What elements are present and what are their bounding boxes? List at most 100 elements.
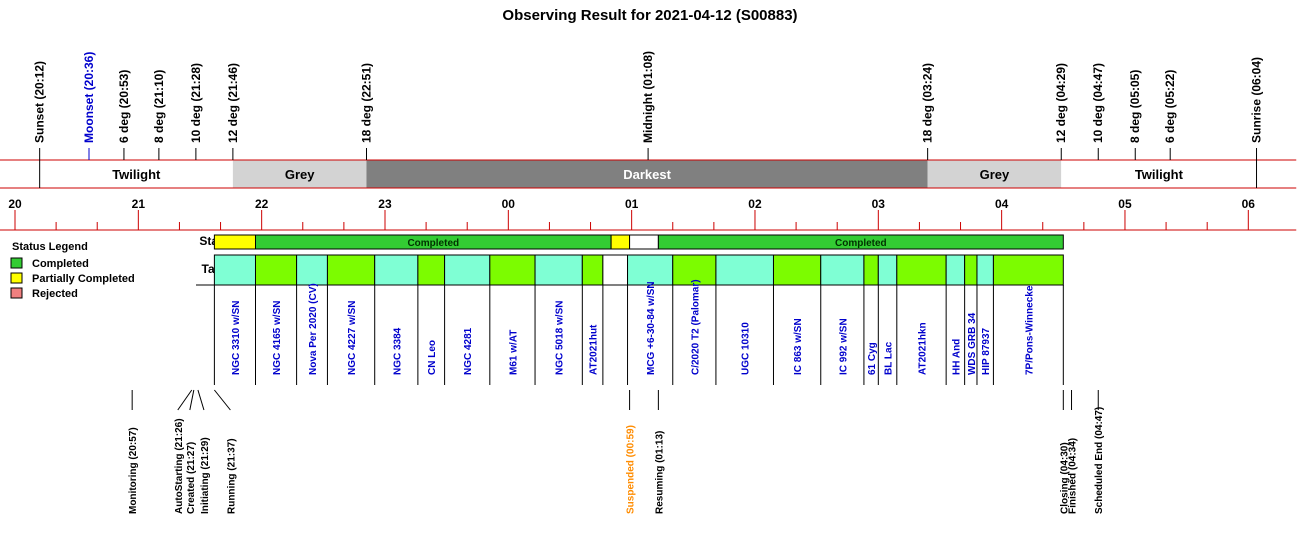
hour-label-00: 00 bbox=[502, 197, 516, 211]
sky-event-label-6-deg-20-53: 6 deg (20:53) bbox=[117, 70, 131, 143]
status-legend: Status Legend Completed Partially Comple… bbox=[10, 241, 135, 300]
op-event-label-closing-04-30: Closing (04:30) bbox=[1059, 442, 1070, 514]
sky-event-label-10-deg-21-28: 10 deg (21:28) bbox=[189, 63, 203, 143]
op-event-label-finished-04-34: Finished (04:34) bbox=[1068, 438, 1079, 514]
hour-label-03: 03 bbox=[872, 197, 886, 211]
hour-label-20: 20 bbox=[8, 197, 22, 211]
target-block-1 bbox=[254, 254, 298, 286]
target-block-16 bbox=[863, 254, 879, 286]
sky-event-label-8-deg-05-05: 8 deg (05:05) bbox=[1128, 70, 1142, 143]
target-block-5 bbox=[417, 254, 446, 286]
status-segment-label-4: Completed bbox=[835, 238, 887, 249]
target-block-14 bbox=[772, 254, 822, 286]
time-axis: 20 21 22 23 00 01 02 03 04 05 06 bbox=[0, 197, 1297, 231]
target-label-ngc-4165-w-sn: NGC 4165 w/SN bbox=[272, 301, 283, 375]
status-row: Completed Completed bbox=[213, 234, 1064, 250]
target-block-12 bbox=[672, 254, 717, 286]
sky-band-0 bbox=[39, 160, 233, 188]
hour-label-05: 05 bbox=[1118, 197, 1132, 211]
target-block-15 bbox=[820, 254, 865, 286]
sky-event-label-10-deg-04-47: 10 deg (04:47) bbox=[1091, 63, 1105, 143]
target-block-13 bbox=[715, 254, 774, 286]
sky-event-label-sunrise-06-04: Sunrise (06:04) bbox=[1250, 57, 1264, 143]
target-block-6 bbox=[444, 254, 491, 286]
target-label-at2021hkn: AT2021hkn bbox=[917, 322, 928, 375]
op-event-label-resuming-01-13: Resuming (01:13) bbox=[654, 431, 665, 514]
target-label-ngc-5018-w-sn: NGC 5018 w/SN bbox=[555, 301, 566, 375]
sky-event-label-midnight-01-08: Midnight (01:08) bbox=[641, 51, 655, 143]
hour-label-22: 22 bbox=[255, 197, 269, 211]
target-label-c-2020-t2-palomar: C/2020 T2 (Palomar) bbox=[690, 279, 701, 375]
sky-band-label-2: Darkest bbox=[623, 167, 671, 182]
legend-swatch-partially-completed bbox=[10, 272, 23, 284]
sky-band-2 bbox=[366, 160, 928, 188]
sky-bands: Twilight Grey Darkest Grey Twilight bbox=[0, 159, 1297, 189]
target-label-ngc-4281: NGC 4281 bbox=[463, 327, 474, 375]
target-block-19 bbox=[945, 254, 966, 286]
hour-label-01: 01 bbox=[625, 197, 639, 211]
sky-band-3 bbox=[927, 160, 1062, 188]
legend-swatch-completed bbox=[10, 257, 23, 269]
op-event-tick bbox=[197, 389, 205, 411]
target-block-4 bbox=[374, 254, 419, 286]
legend-swatch-rejected bbox=[10, 287, 23, 299]
hour-label-04: 04 bbox=[995, 197, 1009, 211]
target-label-ic-863-w-sn: IC 863 w/SN bbox=[793, 318, 804, 375]
op-event-tick bbox=[213, 389, 231, 411]
target-block-2 bbox=[296, 254, 328, 286]
targets-row: NGC 3310 w/SN NGC 4165 w/SN Nova Per 2020 … bbox=[213, 254, 1064, 385]
legend-title: Status Legend bbox=[12, 241, 88, 253]
target-block-9 bbox=[581, 254, 604, 286]
target-block-22 bbox=[992, 254, 1064, 286]
sky-event-label-12-deg-21-46: 12 deg (21:46) bbox=[226, 63, 240, 143]
op-event-label-initiating-21-29: Initiating (21:29) bbox=[200, 437, 211, 514]
target-block-7 bbox=[489, 254, 536, 286]
chart-title: Observing Result for 2021-04-12 (S00883) bbox=[502, 7, 797, 24]
target-block-11 bbox=[627, 254, 674, 286]
hour-label-06: 06 bbox=[1242, 197, 1256, 211]
target-block-3 bbox=[326, 254, 376, 286]
target-label-nova-per-2020-cv: Nova Per 2020 (CV) bbox=[308, 283, 319, 375]
target-label-hh-and: HH And bbox=[951, 339, 962, 375]
sky-event-markers: Sunset (20:12) Moonset (20:36) 6 deg (20:5… bbox=[33, 51, 1264, 188]
op-event-label-monitoring-20-57: Monitoring (20:57) bbox=[128, 427, 139, 514]
target-label-wds-grb-34: WDS GRB 34 bbox=[967, 312, 978, 375]
status-segment-3 bbox=[629, 234, 659, 250]
sky-event-label-18-deg-22-51: 18 deg (22:51) bbox=[359, 63, 373, 143]
target-block-18 bbox=[896, 254, 947, 286]
op-event-label-created-21-27: Created (21:27) bbox=[186, 442, 197, 514]
legend-label-partially-completed: Partially Completed bbox=[32, 273, 135, 285]
target-label-hip-87937: HIP 87937 bbox=[981, 327, 992, 375]
sky-event-label-6-deg-05-22: 6 deg (05:22) bbox=[1163, 70, 1177, 143]
sky-band-label-4: Twilight bbox=[1135, 167, 1184, 182]
target-block-0 bbox=[213, 254, 256, 286]
target-label-ngc-4227-w-sn: NGC 4227 w/SN bbox=[347, 301, 358, 375]
hour-label-21: 21 bbox=[132, 197, 146, 211]
op-event-label-running-21-37: Running (21:37) bbox=[226, 438, 237, 514]
target-label-bl-lac: BL Lac bbox=[884, 341, 895, 375]
sky-event-label-8-deg-21-10: 8 deg (21:10) bbox=[152, 70, 166, 143]
sky-event-label-12-deg-04-29: 12 deg (04:29) bbox=[1054, 63, 1068, 143]
sky-band-1 bbox=[232, 160, 367, 188]
sky-event-label-18-deg-03-24: 18 deg (03:24) bbox=[921, 63, 935, 143]
sky-band-label-1: Grey bbox=[285, 167, 315, 182]
status-segment-4 bbox=[657, 234, 1064, 250]
status-segment-label-1: Completed bbox=[407, 238, 459, 249]
target-label-cn-leo: CN Leo bbox=[427, 340, 438, 375]
sky-band-4 bbox=[1061, 160, 1257, 188]
target-block-21 bbox=[976, 254, 994, 286]
sky-event-label-sunset-20-12: Sunset (20:12) bbox=[33, 61, 47, 143]
op-event-label-suspended-00-59: Suspended (00:59) bbox=[626, 425, 637, 514]
op-event-label-autostarting-21-26: AutoStarting (21:26) bbox=[174, 418, 185, 514]
op-event-tick bbox=[177, 389, 193, 411]
op-event-tick bbox=[189, 389, 195, 411]
operation-event-markers: Monitoring (20:57) AutoStarting (21:26) Cr… bbox=[128, 389, 1105, 514]
target-label-m61-w-at: M61 w/AT bbox=[508, 330, 519, 375]
sky-band-label-3: Grey bbox=[980, 167, 1010, 182]
legend-label-completed: Completed bbox=[32, 258, 89, 270]
target-label-ngc-3384: NGC 3384 bbox=[392, 327, 403, 375]
target-label-ic-992-w-sn: IC 992 w/SN bbox=[838, 318, 849, 375]
target-label-ngc-3310-w-sn: NGC 3310 w/SN bbox=[231, 301, 242, 375]
hour-label-02: 02 bbox=[748, 197, 762, 211]
